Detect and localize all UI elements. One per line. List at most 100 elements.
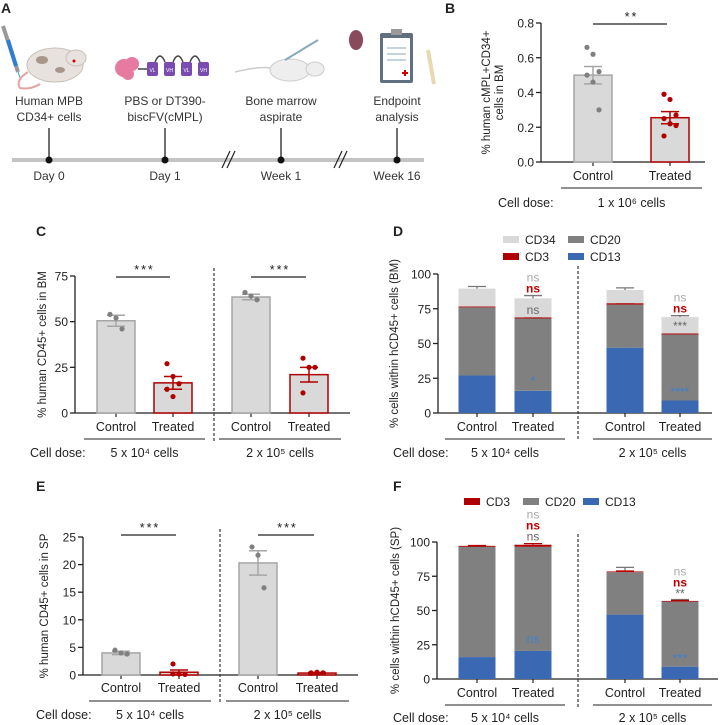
panel-f-chart: F 0 25 50 75 100 % cells within hCD45+ cells (… — [390, 478, 718, 725]
legend-swatch — [568, 253, 584, 260]
y-tick-label: 0 — [424, 407, 431, 421]
timeline-step: PBS or DT390- biscFV(cMPL) Day 1 — [124, 94, 205, 183]
data-point — [300, 355, 306, 361]
legend-label: CD3 — [486, 495, 510, 509]
annotation-cd13: * — [531, 374, 536, 388]
annotation-cd13: ns — [527, 632, 540, 646]
data-point — [113, 315, 119, 321]
segment-cd34 — [661, 317, 699, 334]
panel-a-timeline: A VL VH VL VH — [1, 0, 436, 183]
legend-swatch — [568, 236, 584, 243]
legend-item: CD3 — [464, 495, 510, 509]
category-label: Treated — [649, 169, 692, 183]
segment-cd20 — [514, 546, 552, 651]
category-label: Treated — [152, 420, 195, 434]
y-tick-label: 100 — [410, 536, 430, 550]
legend-item: CD34 — [503, 233, 556, 247]
bar-control: Control — [605, 566, 645, 700]
y-tick-label: 50 — [418, 337, 432, 351]
legend-item: CD13 — [568, 250, 621, 264]
annotation-cd13: *** — [673, 651, 687, 665]
bar-group: 5 x 10⁴ cells *** Control Treated — [84, 263, 205, 460]
cross-icon — [402, 70, 408, 76]
annotation-cd20: ns — [527, 303, 540, 317]
panel-d-chart: D 0 25 50 75 100 % cells within hCD45+ cells (… — [389, 223, 712, 460]
bar-control: Control — [457, 285, 497, 434]
axis-break-icon — [221, 150, 348, 169]
syringe-icon — [1, 25, 22, 81]
panel-e-chart: E 0 5 10 15 20 25 % human CD45+ cells in SP Cell… — [36, 478, 358, 722]
bar-group: 5 x 10⁴ cells *** Control Treated — [89, 521, 211, 722]
legend-swatch — [503, 236, 519, 243]
clipboard-icon — [380, 29, 413, 83]
timeline-step: Bone marrow aspirate Week 1 — [245, 94, 317, 183]
category-label: Treated — [659, 686, 702, 700]
bar-control: Control — [101, 647, 141, 695]
data-point — [170, 661, 176, 667]
segment-cd3 — [606, 303, 644, 305]
bar — [238, 562, 278, 676]
data-point — [661, 115, 667, 122]
annotation-cd3: ns — [526, 282, 540, 296]
annotation-cd3: ns — [673, 575, 687, 589]
legend-swatch — [523, 498, 539, 505]
data-point — [667, 121, 673, 127]
segment-cd13 — [514, 390, 552, 413]
segment-cd3 — [458, 545, 496, 547]
bar-control: Control — [231, 289, 271, 434]
category-label: Control — [605, 686, 645, 700]
category-label: Control — [96, 420, 136, 434]
bar-control: Control — [457, 544, 497, 700]
significance-stars: *** — [270, 263, 291, 277]
data-point — [164, 386, 170, 392]
segment-cd3 — [458, 306, 496, 308]
bar-treated: Treated — [158, 661, 201, 695]
cell-dose-label: Cell dose: — [36, 708, 92, 722]
legend-label: CD13 — [590, 250, 621, 264]
y-tick-label: 75 — [418, 302, 432, 316]
y-tick-label: 75 — [417, 570, 431, 584]
panel-letter: F — [393, 478, 402, 494]
significance-stars: *** — [134, 263, 155, 277]
bar — [101, 652, 141, 676]
data-point — [596, 107, 602, 113]
segment-cd3 — [661, 600, 699, 602]
y-tick-label: 5 — [69, 641, 76, 655]
legend-label: CD20 — [590, 233, 621, 247]
data-point — [261, 585, 267, 591]
data-point — [170, 373, 176, 380]
data-point — [182, 671, 188, 678]
cell-dose-label: Cell dose: — [498, 196, 554, 210]
antibody-construct-icon: VL VH VL VH — [115, 55, 209, 80]
legend-label: CD3 — [525, 250, 549, 264]
step-label: aspirate — [260, 110, 303, 124]
category-label: Treated — [158, 681, 201, 695]
y-tick-label: 50 — [55, 315, 69, 329]
timeline-dot — [277, 156, 285, 164]
segment-cd20 — [514, 318, 552, 391]
annotation-cd34: ns — [674, 291, 687, 305]
cell-dose-label: Cell dose: — [393, 711, 449, 725]
data-point — [590, 79, 596, 85]
bar — [231, 296, 271, 414]
significance-stars: *** — [277, 521, 298, 535]
data-point — [170, 671, 176, 677]
step-label: analysis — [375, 110, 418, 124]
y-tick-label: 0.4 — [517, 86, 534, 100]
y-tick-label: 0.6 — [517, 51, 534, 65]
annotation-cd3: ns — [526, 519, 540, 533]
y-tick-label: 0 — [69, 669, 76, 683]
timeline-dot — [45, 156, 53, 164]
step-label: Human MPB — [15, 94, 83, 108]
timeline-step: Endpoint analysis Week 16 — [373, 94, 421, 183]
category-label: Control — [231, 420, 271, 434]
kidney-icon — [349, 30, 363, 50]
y-tick-label: 0.8 — [517, 17, 534, 31]
timeline-dot — [161, 156, 169, 164]
data-point — [249, 544, 255, 550]
annotation-cd20: ** — [675, 586, 685, 600]
segment-cd13 — [458, 657, 496, 679]
segment-cd20 — [661, 601, 699, 667]
panel-c-chart: C 0 25 50 75 % human CD45+ cells in BM Cell do… — [30, 223, 350, 460]
